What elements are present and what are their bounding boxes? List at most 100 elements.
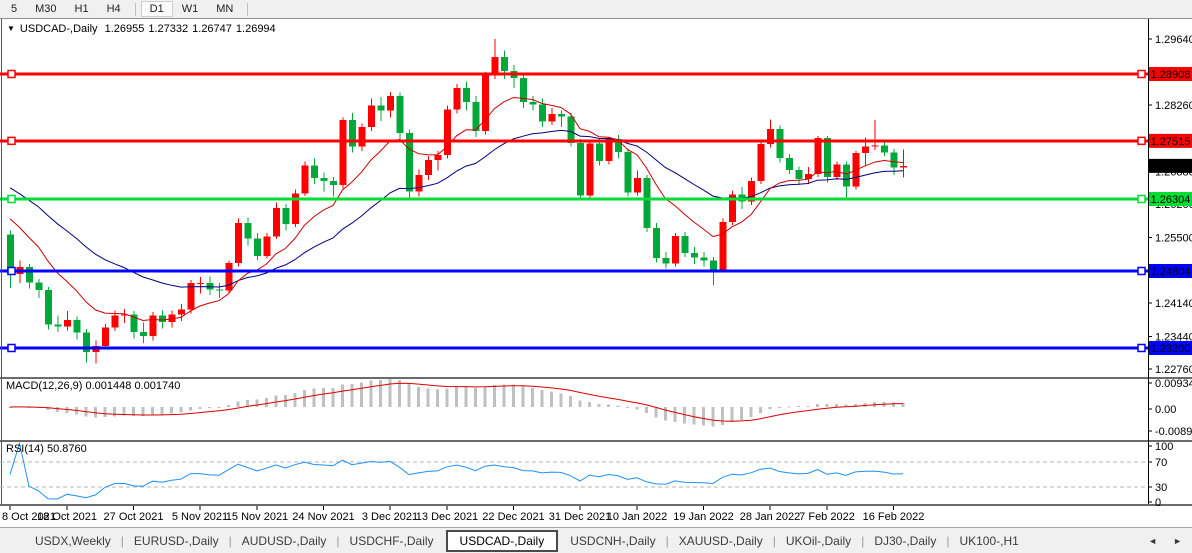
line-handle[interactable] [7, 194, 16, 204]
macd-histogram-bar [778, 407, 781, 408]
rsi-axis-label: 70 [1155, 457, 1167, 469]
macd-histogram-bar [550, 391, 553, 407]
line-handle[interactable] [7, 136, 16, 146]
line-handle[interactable] [1137, 266, 1146, 276]
price-tick-label: 1.25500 [1155, 233, 1192, 245]
candle-body [520, 78, 527, 103]
candle-body [691, 252, 698, 258]
candle-body [263, 236, 271, 256]
candle-body [653, 227, 660, 259]
line-handle[interactable] [1137, 194, 1146, 204]
chart-tab-usdx-weekly[interactable]: USDX,Weekly [35, 533, 111, 548]
title-dropdown-icon[interactable]: ▼ [7, 24, 15, 33]
timeframe-m30[interactable]: M30 [35, 3, 57, 15]
candle-body [615, 139, 622, 153]
chart-tab-usdcad-daily[interactable]: USDCAD-,Daily [445, 529, 559, 552]
date-tick-label: 13 Dec 2021 [416, 511, 478, 523]
level-price-badge: 1.26304 [1151, 194, 1191, 206]
candle-body [672, 236, 679, 264]
candle-body [586, 143, 594, 196]
macd-histogram-bar [379, 379, 382, 407]
candle-body [444, 109, 451, 156]
level-price-badge-bg [1149, 133, 1192, 148]
timeframe-d1[interactable]: D1 [140, 1, 173, 17]
macd-histogram-bar [540, 390, 544, 407]
macd-histogram-bar [227, 405, 230, 407]
tab-separator: | [228, 533, 232, 548]
macd-histogram-bar [217, 407, 221, 408]
timeframe-w1[interactable]: W1 [181, 3, 199, 15]
tabs-scroll-left-icon[interactable]: ◄ [1148, 535, 1158, 546]
level-price-badge-bg [1149, 340, 1192, 355]
line-handle[interactable] [7, 266, 16, 276]
price-tick-label: 1.24140 [1155, 298, 1192, 310]
macd-histogram-bar [246, 399, 249, 407]
tab-separator: | [946, 533, 950, 548]
candle-body [178, 309, 185, 315]
price-chart-canvas[interactable]: 1.296401.282601.268801.262001.255001.241… [0, 19, 1192, 527]
macd-histogram-bar [683, 407, 686, 424]
timeframe-h4[interactable]: H4 [106, 3, 121, 15]
candle-body [7, 234, 14, 275]
chart-tab-eurusd-daily[interactable]: EURUSD-,Daily [133, 533, 219, 548]
panel-separator[interactable] [0, 440, 1192, 442]
candle-body [140, 332, 147, 336]
macd-histogram-bar [645, 407, 648, 414]
chart-tab-audusd-daily[interactable]: AUDUSD-,Daily [241, 533, 327, 548]
candle-body [235, 223, 242, 264]
macd-histogram-bar [892, 402, 895, 407]
line-handle[interactable] [1137, 69, 1146, 79]
panel-separator[interactable] [0, 504, 1192, 506]
macd-histogram-bar [122, 407, 126, 416]
candle-body [881, 145, 888, 153]
line-handle[interactable] [7, 343, 16, 353]
macd-histogram-bar [806, 405, 810, 407]
macd-histogram-bar [8, 407, 12, 408]
candle-body [187, 283, 195, 310]
panel-separator[interactable] [0, 377, 1192, 379]
macd-histogram-bar [607, 404, 610, 407]
macd-histogram-bar [407, 384, 411, 407]
macd-histogram-bar [132, 407, 135, 416]
support-resistance-line[interactable] [0, 346, 1148, 350]
macd-histogram-bar [521, 386, 525, 407]
chart-tab-usdcnh-daily[interactable]: USDCNH-,Daily [570, 533, 656, 548]
chart-tab-uk100-h1[interactable]: UK100-,H1 [959, 533, 1019, 548]
candle-body [311, 165, 318, 179]
tab-separator: | [336, 533, 340, 548]
chart-tab-usdchf-daily[interactable]: USDCHF-,Daily [349, 533, 434, 548]
tabs-scroll-right-icon[interactable]: ► [1173, 535, 1182, 546]
chart-tab-ukoil-daily[interactable]: UKOil-,Daily [785, 533, 852, 548]
support-resistance-line[interactable] [0, 269, 1148, 273]
macd-histogram-bar [426, 388, 430, 407]
timeframe-5[interactable]: 5 [11, 3, 18, 15]
candle-body [206, 283, 214, 290]
line-handle[interactable] [1137, 136, 1146, 146]
chart-tab-xauusd-daily[interactable]: XAUUSD-,Daily [678, 533, 763, 548]
candle-body [377, 105, 385, 111]
candle-body [757, 143, 765, 181]
candle-body [349, 119, 356, 147]
candle-body [491, 57, 499, 76]
line-handle[interactable] [1137, 343, 1146, 353]
timeframe-mn[interactable]: MN [216, 3, 234, 15]
candle-body [577, 143, 584, 196]
chart-tab-dj30-daily[interactable]: DJ30-,Daily [874, 533, 937, 548]
support-resistance-line[interactable] [0, 139, 1148, 143]
macd-histogram-bar [597, 403, 601, 407]
candle-body [159, 315, 166, 323]
support-resistance-line[interactable] [0, 72, 1148, 76]
date-tick-label: 15 Nov 2021 [226, 511, 288, 523]
candle-body [387, 95, 394, 111]
macd-histogram-bar [863, 402, 867, 407]
line-handle[interactable] [7, 69, 16, 79]
candle-body [501, 57, 508, 72]
level-price-badge: 1.24804 [1151, 266, 1191, 278]
macd-histogram-bar [569, 395, 572, 407]
ma-layer [9, 96, 904, 322]
candle-body [254, 238, 261, 256]
chart-tab-bar: USDX,Weekly | EURUSD-,Daily | AUDUSD-,Daily |… [0, 527, 1192, 553]
timeframe-h1[interactable]: H1 [74, 3, 89, 15]
support-resistance-line[interactable] [0, 197, 1148, 201]
macd-histogram-bar [559, 393, 563, 407]
